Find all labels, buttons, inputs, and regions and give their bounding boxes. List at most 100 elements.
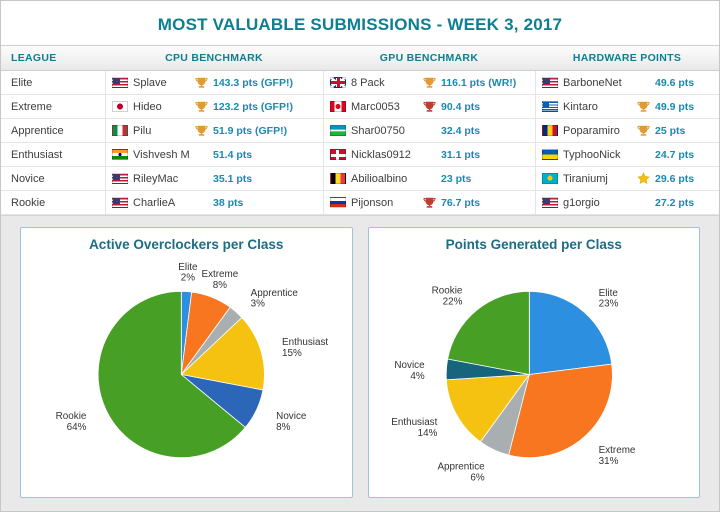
points-value: 123.2 pts (GFP!) xyxy=(213,100,293,113)
player-name[interactable]: Vishvesh Mishra xyxy=(133,148,189,161)
points-value: 23 pts xyxy=(441,172,472,185)
points-value: 51.4 pts xyxy=(213,148,253,161)
player-name[interactable]: TyphooNick xyxy=(563,148,621,161)
trophy-gold-icon xyxy=(194,76,208,89)
hardware-points-cell: BarboneNet 49.6 pts xyxy=(535,71,719,94)
trophy-slot xyxy=(422,148,436,161)
table-body: Elite Splave 143.3 pts (GFP!) 8 Pack 116.1 p… xyxy=(1,71,719,215)
us-flag-icon xyxy=(112,173,128,184)
pie-slice-rookie xyxy=(446,290,530,375)
gr-flag-icon xyxy=(542,101,558,112)
uz-flag-icon xyxy=(330,125,346,136)
pie-slice-enthusiast xyxy=(180,317,265,391)
table-row: Rookie CharlieA 38 pts Pijonson 76.7 pts g1or… xyxy=(1,191,719,215)
it-flag-icon xyxy=(112,125,128,136)
active-overclockers-pie-chart: Elite 2% Extreme 8% Apprentice 3% Enthusiast 15… xyxy=(56,262,328,459)
player-name[interactable]: BarboneNet xyxy=(563,76,622,89)
player-name[interactable]: Kintaro xyxy=(563,100,598,113)
player-name[interactable]: g1orgio xyxy=(563,196,600,209)
pie-slice-elite xyxy=(528,290,612,375)
player-name[interactable]: Pilu xyxy=(133,124,152,137)
league-label: Apprentice xyxy=(11,124,64,137)
player-name[interactable]: Hideo xyxy=(133,100,162,113)
pie-slice-rookie xyxy=(97,290,246,459)
be-flag-icon xyxy=(330,173,346,184)
trophy-slot xyxy=(422,172,436,185)
in-flag-icon xyxy=(112,149,128,160)
pie-label-enthusiast: Enthusiast 15% xyxy=(282,337,328,359)
trophy-gold-icon xyxy=(194,124,208,137)
points-value: 29.6 pts xyxy=(655,172,695,185)
player-name[interactable]: Abilioalbino xyxy=(351,172,408,185)
trophy-gold-icon xyxy=(194,100,208,113)
cpu-benchmark-cell: Vishvesh Mishra 51.4 pts xyxy=(105,143,323,166)
trophy-slot xyxy=(422,124,436,137)
chart-title: Points Generated per Class xyxy=(445,237,622,252)
gpu-benchmark-cell: Shar00750 32.4 pts xyxy=(323,119,535,142)
gpu-benchmark-cell: Pijonson 76.7 pts xyxy=(323,191,535,214)
player-name[interactable]: 8 Pack xyxy=(351,76,385,89)
column-header-league: LEAGUE xyxy=(11,52,57,64)
points-value: 116.1 pts (WR!) xyxy=(441,76,517,89)
table-row: Novice RileyMac 35.1 pts Abilioalbino 23 pts… xyxy=(1,167,719,191)
charts-section: Active Overclockers per Class Elite 2% Ext… xyxy=(1,215,719,511)
points-value: 51.9 pts (GFP!) xyxy=(213,124,288,137)
points-value: 32.4 pts xyxy=(441,124,481,137)
player-name[interactable]: Marc0053 xyxy=(351,100,400,113)
star-icon xyxy=(636,172,650,185)
player-name[interactable]: RileyMac xyxy=(133,172,179,185)
cpu-benchmark-cell: RileyMac 35.1 pts xyxy=(105,167,323,190)
table-row: Apprentice Pilu 51.9 pts (GFP!) Shar00750 32… xyxy=(1,119,719,143)
pie-label-elite: Elite 2% xyxy=(178,262,198,284)
pie-label-enthusiast: Enthusiast 14% xyxy=(391,417,437,439)
pie-label-extreme: Extreme 8% xyxy=(202,269,239,291)
table-header-row: LEAGUE CPU BENCHMARK GPU BENCHMARK HARDW… xyxy=(1,45,719,71)
pie-label-extreme: Extreme 31% xyxy=(598,445,635,467)
pie-label-novice: Novice 8% xyxy=(276,411,307,433)
points-generated-pie-chart: Elite 23% Extreme 31% Apprentice 6%Enthusiast… xyxy=(391,286,636,484)
pie-label-rookie: Rookie 64% xyxy=(56,411,87,433)
chart-panel-active-overclockers: Active Overclockers per Class Elite 2% Ext… xyxy=(20,227,353,498)
pie-slice-enthusiast xyxy=(445,374,530,443)
points-value: 25 pts xyxy=(655,124,686,137)
leaderboard-table: LEAGUE CPU BENCHMARK GPU BENCHMARK HARDW… xyxy=(1,45,719,215)
trophy-gold-icon xyxy=(422,76,436,89)
points-value: 35.1 pts xyxy=(213,172,253,185)
pie-label-rookie: Rookie 22% xyxy=(431,286,462,308)
points-value: 24.7 pts xyxy=(655,148,695,161)
player-name[interactable]: Pijonson xyxy=(351,196,394,209)
column-header-cpu-benchmark: CPU BENCHMARK xyxy=(165,52,263,64)
pie-slice-extreme xyxy=(507,363,613,459)
page-title-text: MOST VALUABLE SUBMISSIONS - WEEK 3, 2017 xyxy=(157,15,563,34)
trophy-gold-icon xyxy=(636,100,650,113)
player-name[interactable]: Nicklas0912 xyxy=(351,148,411,161)
points-value: 49.6 pts xyxy=(655,76,695,89)
cpu-benchmark-cell: Pilu 51.9 pts (GFP!) xyxy=(105,119,323,142)
player-name[interactable]: Poparamiro xyxy=(563,124,620,137)
points-value: 38 pts xyxy=(213,196,244,209)
us-flag-icon xyxy=(112,77,128,88)
table-row: Extreme Hideo 123.2 pts (GFP!) Marc0053 90.4… xyxy=(1,95,719,119)
dk-flag-icon xyxy=(330,149,346,160)
us-flag-icon xyxy=(542,197,558,208)
points-value: 90.4 pts xyxy=(441,100,481,113)
ca-flag-icon xyxy=(330,101,346,112)
trophy-gold-icon xyxy=(636,124,650,137)
kz-flag-icon xyxy=(542,173,558,184)
league-label: Rookie xyxy=(11,196,46,209)
page-title: MOST VALUABLE SUBMISSIONS - WEEK 3, 2017 xyxy=(1,1,719,45)
us-flag-icon xyxy=(542,77,558,88)
trophy-slot xyxy=(194,148,208,161)
trophy-slot xyxy=(636,196,650,209)
player-name[interactable]: Splave xyxy=(133,76,167,89)
player-name[interactable]: Tiraniumj xyxy=(563,172,608,185)
pie-label-elite: Elite 23% xyxy=(598,288,618,310)
player-name[interactable]: CharlieA xyxy=(133,196,176,209)
player-name[interactable]: Shar00750 xyxy=(351,124,405,137)
points-value: 31.1 pts xyxy=(441,148,481,161)
gpu-benchmark-cell: Abilioalbino 23 pts xyxy=(323,167,535,190)
pie-label-apprentice: Apprentice 6% xyxy=(437,461,485,483)
hardware-points-cell: TyphooNick 24.7 pts xyxy=(535,143,719,166)
chart-panel-points-generated: Points Generated per Class Elite 23% Extre… xyxy=(367,227,700,498)
gpu-benchmark-cell: 8 Pack 116.1 pts (WR!) xyxy=(323,71,535,94)
